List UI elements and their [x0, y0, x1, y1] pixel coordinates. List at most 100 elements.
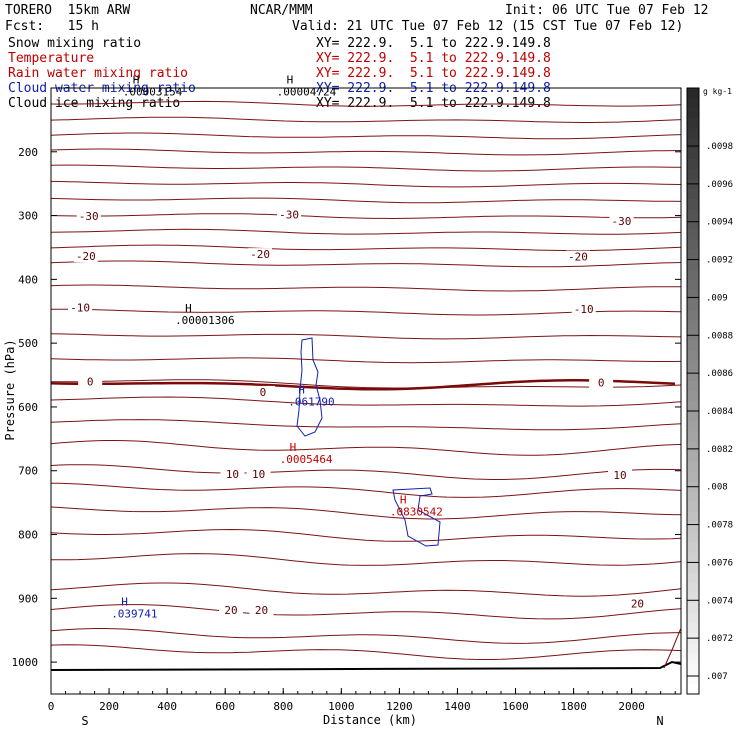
- y-axis-label: Pressure (hPa): [3, 339, 17, 440]
- cloud-water-contour-mid: [296, 337, 323, 437]
- init-time: Init: 06 UTC Tue 07 Feb 12: [505, 3, 709, 18]
- colorbar-swatch: [687, 199, 699, 210]
- colorbar-tick-label: .0088: [706, 331, 733, 341]
- colorbar-swatch: [687, 502, 699, 513]
- maximum-value: .00003154: [123, 86, 183, 99]
- contour-label-bg: [625, 597, 650, 610]
- x-tick-label: 1400: [444, 700, 471, 713]
- field-xy-snow: XY= 222.9. 5.1 to 222.9.149.8: [316, 36, 551, 51]
- terrain-spike: [663, 627, 682, 669]
- y-tick-label: 300: [18, 210, 38, 223]
- colorbar-tick-label: .009: [706, 293, 728, 303]
- contour-label-bg: [608, 468, 633, 481]
- x-tick-label: 200: [99, 700, 119, 713]
- colorbar-swatch: [687, 239, 699, 251]
- colorbar-swatch: [687, 522, 699, 533]
- colorbar-swatch: [687, 401, 699, 412]
- colorbar-swatch: [687, 613, 699, 624]
- colorbar-swatch: [687, 431, 699, 442]
- model-title: TORERO 15km ARW: [5, 3, 131, 18]
- contour-label-bg: [73, 250, 98, 263]
- colorbar-swatch: [687, 259, 699, 271]
- isotherm-line: [50, 333, 682, 340]
- isotherm-line: [50, 482, 682, 498]
- maximum-marker: H: [133, 74, 140, 87]
- colorbar-swatch: [687, 512, 699, 523]
- colorbar-tick-label: .0074: [706, 596, 733, 606]
- y-tick-label: 600: [18, 401, 38, 414]
- maximum-marker: H: [287, 74, 294, 87]
- isotherm-label: 0: [260, 386, 267, 399]
- colorbar-swatch: [687, 441, 699, 453]
- isotherm-label: -20: [76, 250, 96, 263]
- colorbar-tick-label: .0094: [706, 218, 733, 228]
- colorbar-swatch: [687, 310, 699, 321]
- colorbar-tick-label: .008: [706, 483, 728, 493]
- north-label: N: [656, 714, 663, 728]
- colorbar-swatch: [687, 673, 699, 685]
- colorbar-swatch: [687, 623, 699, 634]
- field-name-rain: Rain water mixing ratio: [8, 66, 189, 81]
- maximum-marker: H: [185, 302, 192, 315]
- colorbar-swatch: [687, 380, 699, 392]
- isotherm-line: [50, 148, 682, 156]
- x-tick-label: 1800: [560, 700, 587, 713]
- field-xy-temperature: XY= 222.9. 5.1 to 222.9.149.8: [316, 51, 551, 66]
- x-tick-label: 600: [215, 700, 235, 713]
- contour-labels: -30 -30 -30 -20 -20 -20 -10 -10 0 0 0 10 10 10 20 20 20: [68, 208, 650, 617]
- field-xy-cloud-ice: XY= 222.9. 5.1 to 222.9.149.8: [316, 96, 551, 111]
- colorbar-frame: [686, 87, 700, 695]
- colorbar-tick-label: .0082: [706, 445, 733, 455]
- colorbar-tick-label: .0092: [706, 256, 733, 266]
- colorbar-swatch: [687, 471, 699, 483]
- colorbar-swatch: [687, 542, 699, 554]
- x-tick-label: 800: [273, 700, 293, 713]
- isotherm-label: 20: [255, 604, 268, 617]
- freezing-level-line: [50, 379, 676, 391]
- isotherm-label: 0: [87, 376, 94, 389]
- isotherm-line: [50, 396, 682, 407]
- field-name-snow: Snow mixing ratio: [8, 36, 142, 51]
- isotherm-label: -10: [70, 302, 90, 315]
- isotherm-line: [50, 213, 682, 220]
- isotherm-label: 10: [252, 468, 265, 481]
- isotherm-line: [50, 164, 682, 172]
- isotherm-line: [50, 244, 682, 252]
- maximum-marker: H: [298, 384, 305, 397]
- isotherm-line: [50, 180, 682, 188]
- y-tick-label: 900: [18, 592, 38, 605]
- isotherm-label: -10: [574, 303, 594, 316]
- colorbar-tick-label: .0078: [706, 521, 733, 531]
- cloud-water-contours: [296, 337, 441, 547]
- isotherm-label: 10: [613, 469, 626, 482]
- colorbar-swatch: [687, 279, 699, 291]
- colorbar-swatch: [687, 603, 699, 614]
- contour-label-bg: [248, 248, 273, 261]
- maximum-value: .00004724: [277, 86, 337, 99]
- isotherm-line: [50, 357, 682, 364]
- x-tick-label: 2000: [618, 700, 645, 713]
- isotherm-line: [50, 419, 682, 431]
- maximum-value: .0005464: [280, 453, 333, 466]
- colorbar-tick-label: .0072: [706, 634, 733, 644]
- colorbar-tick-label: .0076: [706, 558, 733, 568]
- x-tick-label: 400: [157, 700, 177, 713]
- colorbar-swatch: [687, 411, 699, 422]
- maxima-labels: H.00003154H.00004724H.00001306H.061790H.…: [111, 74, 443, 621]
- contour-label-bg: [68, 301, 93, 314]
- isotherm-line: [50, 284, 681, 292]
- colorbar-swatch: [687, 451, 699, 463]
- isotherm-label: 10: [226, 468, 239, 481]
- colorbar-swatch: [687, 461, 699, 473]
- colorbar-swatch: [687, 108, 699, 119]
- plot-frame: [50, 87, 682, 695]
- colorbar-swatch: [687, 300, 699, 311]
- x-axis-label: Distance (km): [323, 713, 417, 727]
- colorbar-swatch: [687, 643, 699, 655]
- cloud-water-contour-low: [392, 487, 441, 547]
- x-tick-label: 0: [48, 700, 55, 713]
- colorbar-swatch: [687, 189, 699, 200]
- colorbar-swatch: [687, 138, 699, 150]
- colorbar-swatch: [687, 582, 699, 594]
